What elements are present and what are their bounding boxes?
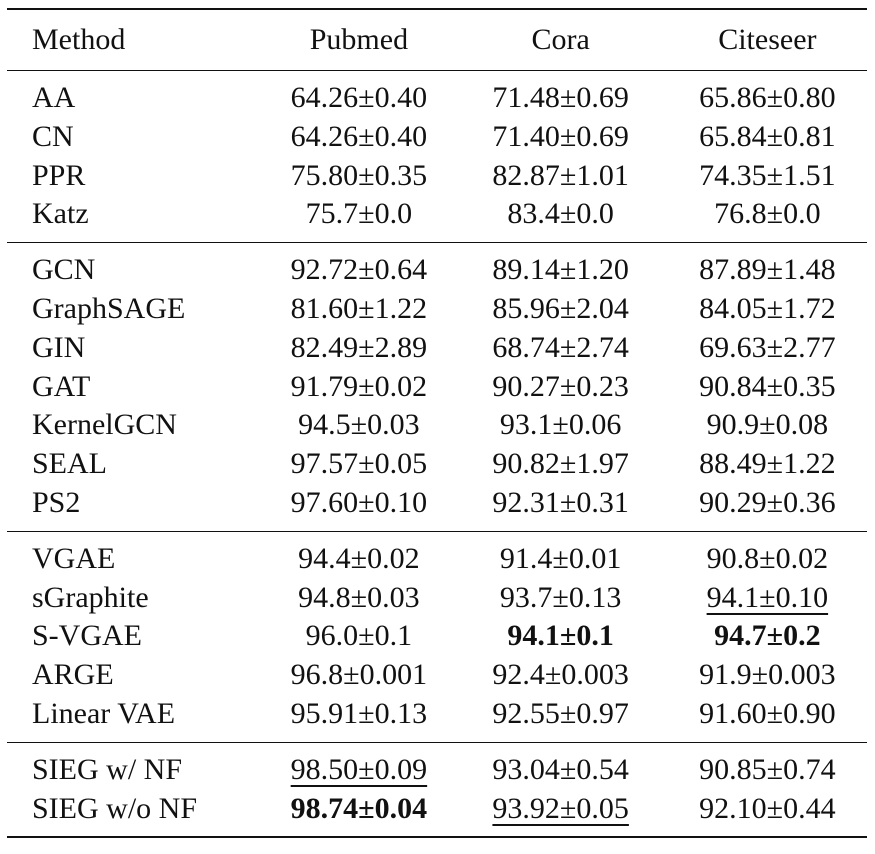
method-cell: SEAL [32,447,107,481]
pubmed-cell: 95.91±0.13 [290,696,428,730]
cora-cell: 92.55±0.97 [492,696,629,730]
pubmed-cell: 91.79±0.02 [290,369,428,403]
pubmed-cell: 92.72±0.64 [264,242,454,290]
pubmed-cell: 94.8±0.03 [298,580,420,614]
method-cell: CN [32,119,74,153]
table-row: S-VGAE 96.0±0.1 94.1±0.1 94.7±0.2 [7,617,867,656]
table-row: GCN 92.72±0.64 89.14±1.20 87.89±1.48 [7,242,867,290]
method-cell: sGraphite [32,580,149,614]
citeseer-cell: 65.86±0.80 [699,81,836,114]
method-cell: Linear VAE [32,696,176,730]
cora-cell: 90.82±1.97 [492,447,629,481]
method-cell: ARGE [32,658,114,692]
citeseer-cell: 91.9±0.003 [699,658,836,692]
table-row: SIEG w/o NF 98.74±0.04 93.92±0.05 92.10±… [7,789,867,839]
header-citeseer: Citeseer [667,8,867,71]
table-row: AA 64.26±0.40 71.48±0.69 65.86±0.80 [7,71,867,118]
citeseer-cell: 88.49±1.22 [699,447,836,481]
citeseer-cell: 90.84±0.35 [699,369,836,403]
table-row: SIEG w/ NF 98.50±0.09 93.04±0.54 90.85±0… [7,741,867,790]
pubmed-cell: 94.4±0.02 [264,530,454,579]
cora-cell-bold: 94.1±0.1 [507,619,614,653]
citeseer-cell: 90.9±0.08 [706,408,829,442]
table-row: GIN 82.49±2.89 68.74±2.74 69.63±2.77 [7,329,867,368]
pubmed-cell-bold: 98.74±0.04 [264,789,454,839]
citeseer-cell: 92.10±0.44 [667,789,867,839]
cora-cell: 92.31±0.31 [492,485,629,519]
header-method: Method [7,8,265,71]
pubmed-cell: 75.80±0.35 [290,158,428,192]
cora-cell: 93.04±0.54 [453,741,668,790]
table-row: Katz 75.7±0.0 83.4±0.0 76.8±0.0 [7,195,867,242]
table-row: PS2 97.60±0.10 92.31±0.31 90.29±0.36 [7,484,867,531]
pubmed-cell: 64.26±0.40 [290,81,428,114]
cora-cell: 68.74±2.74 [492,330,629,364]
pubmed-cell: 97.57±0.05 [290,447,428,481]
pubmed-cell: 96.8±0.001 [290,658,428,692]
cora-cell: 90.27±0.23 [492,369,629,403]
citeseer-cell: 84.05±1.72 [699,291,836,325]
method-cell: GIN [32,330,86,364]
cora-cell: 93.7±0.13 [499,580,622,614]
pubmed-cell: 94.5±0.03 [298,408,420,442]
pubmed-cell: 97.60±0.10 [290,485,428,519]
table-row: CN 64.26±0.40 71.40±0.69 65.84±0.81 [7,118,867,157]
citeseer-cell: 91.60±0.90 [699,696,836,730]
pubmed-cell: 96.0±0.1 [305,619,413,653]
citeseer-cell: 74.35±1.51 [699,158,836,192]
table-row: VGAE 94.4±0.02 91.4±0.01 90.8±0.02 [7,530,867,579]
method-cell: SIEG w/ NF [7,741,265,790]
method-cell: VGAE [7,530,265,579]
cora-cell: 71.48±0.69 [492,81,629,114]
pubmed-cell: 75.7±0.0 [305,197,413,231]
table-row: KernelGCN 94.5±0.03 93.1±0.06 90.9±0.08 [7,406,867,445]
method-cell: KernelGCN [32,408,177,442]
header-row: Method Pubmed Cora Citeseer [7,8,867,71]
cora-cell: 83.4±0.0 [507,197,614,231]
table-row: PPR 75.80±0.35 82.87±1.01 74.35±1.51 [7,157,867,196]
method-cell: AA [32,81,76,114]
cora-cell: 92.4±0.003 [492,658,629,692]
citeseer-cell-underlined: 94.1±0.10 [706,580,829,614]
table-row: Linear VAE 95.91±0.13 92.55±0.97 91.60±0… [7,695,867,742]
pubmed-cell: 64.26±0.40 [290,119,428,153]
cora-cell: 93.1±0.06 [499,408,622,442]
method-cell: GCN [7,242,265,290]
method-cell: GraphSAGE [32,291,186,325]
citeseer-cell-bold: 94.7±0.2 [714,619,821,653]
citeseer-cell: 90.85±0.74 [667,741,867,790]
method-cell: S-VGAE [32,619,142,653]
pubmed-cell-underlined: 98.50±0.09 [290,752,428,786]
header-pubmed: Pubmed [264,8,454,71]
citeseer-cell: 90.29±0.36 [699,485,836,519]
method-cell: GAT [32,369,91,403]
pubmed-cell: 81.60±1.22 [290,291,428,325]
cora-cell: 91.4±0.01 [453,530,668,579]
method-cell: PS2 [32,485,81,519]
table-row: GAT 91.79±0.02 90.27±0.23 90.84±0.35 [7,368,867,407]
citeseer-cell: 90.8±0.02 [667,530,867,579]
pubmed-cell: 82.49±2.89 [290,330,428,364]
cora-cell: 89.14±1.20 [453,242,668,290]
header-cora: Cora [453,8,668,71]
citeseer-cell: 76.8±0.0 [714,197,821,231]
cora-cell: 82.87±1.01 [492,158,629,192]
table-row: ARGE 96.8±0.001 92.4±0.003 91.9±0.003 [7,656,867,695]
method-cell: Katz [32,197,89,231]
citeseer-cell: 65.84±0.81 [699,119,836,153]
table-row: sGraphite 94.8±0.03 93.7±0.13 94.1±0.10 [7,579,867,618]
table-row: GraphSAGE 81.60±1.22 85.96±2.04 84.05±1.… [7,290,867,329]
method-cell: SIEG w/o NF [7,789,265,839]
citeseer-cell: 87.89±1.48 [667,242,867,290]
method-cell: PPR [32,158,86,192]
citeseer-cell: 69.63±2.77 [699,330,836,364]
cora-cell: 71.40±0.69 [492,119,629,153]
cora-cell-underlined: 93.92±0.05 [492,791,629,825]
results-table: Method Pubmed Cora Citeseer AA 64.26±0.4… [7,8,867,839]
table-row: SEAL 97.57±0.05 90.82±1.97 88.49±1.22 [7,445,867,484]
cora-cell: 85.96±2.04 [492,291,629,325]
